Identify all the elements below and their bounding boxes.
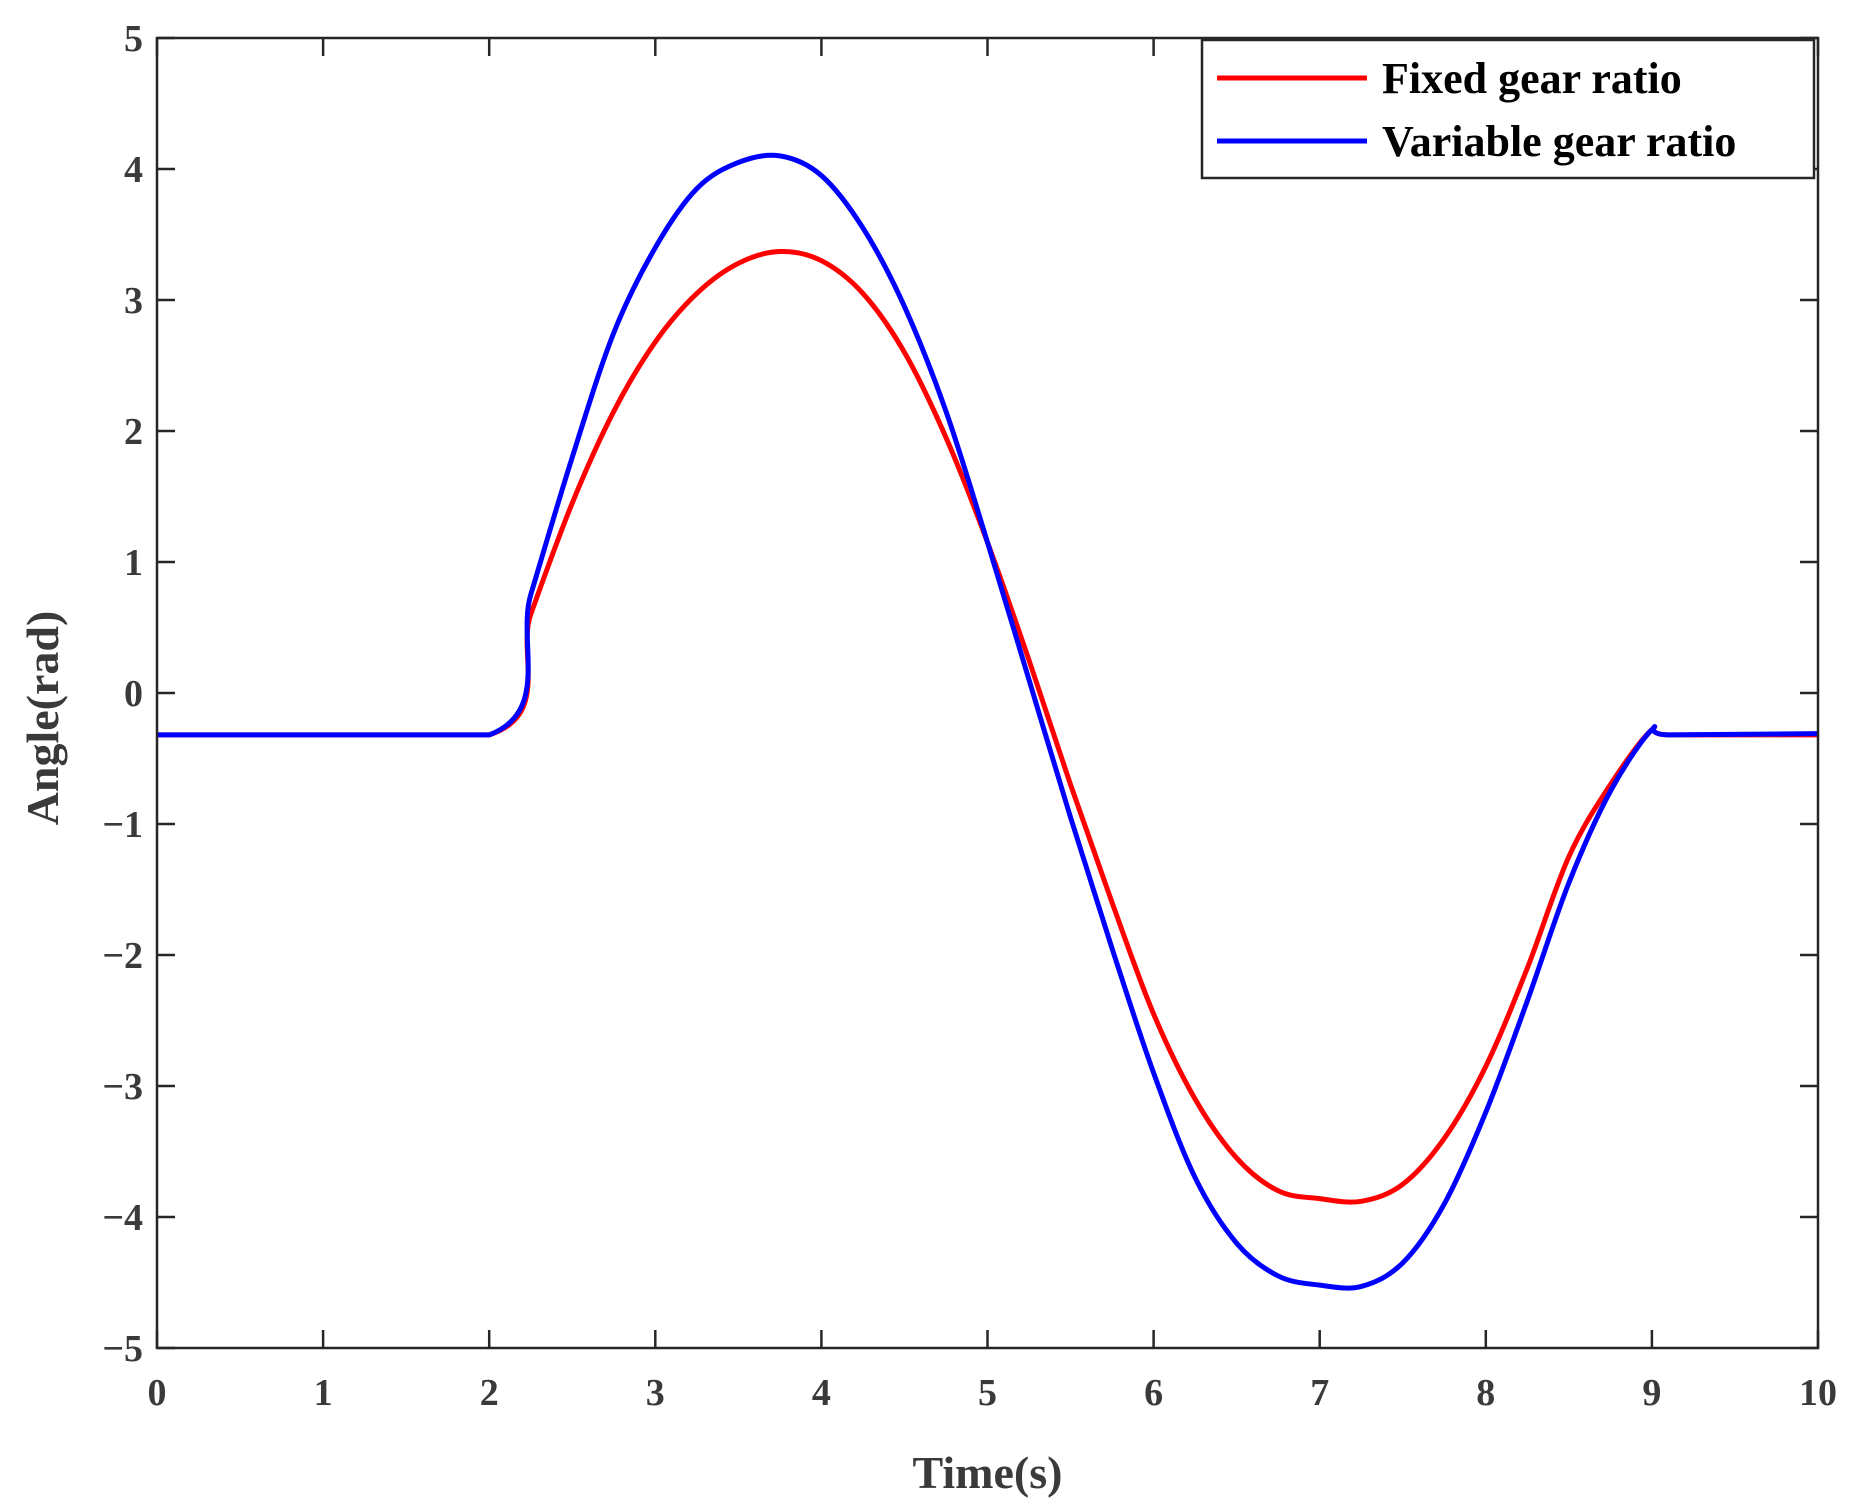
y-tick-label: −1 (102, 804, 143, 846)
x-tick-label: 6 (1144, 1372, 1163, 1414)
x-tick-label: 7 (1310, 1372, 1329, 1414)
x-axis-title: Time(s) (913, 1447, 1063, 1498)
y-tick-label: 0 (124, 673, 143, 715)
x-tick-label: 3 (646, 1372, 665, 1414)
legend-label-fixed-gear-ratio: Fixed gear ratio (1382, 54, 1682, 103)
y-tick-label: 5 (124, 18, 143, 60)
y-tick-label: −4 (102, 1197, 143, 1239)
y-tick-label: 3 (124, 280, 143, 322)
series-line-variable-gear-ratio (157, 152, 1819, 1291)
x-tick-label: 8 (1476, 1372, 1495, 1414)
legend: Fixed gear ratio Variable gear ratio (1200, 38, 1816, 180)
legend-label-variable-gear-ratio: Variable gear ratio (1382, 117, 1736, 166)
x-tick-label: 1 (314, 1372, 333, 1414)
y-tick-label: 1 (124, 542, 143, 584)
y-tick-label: −5 (102, 1328, 143, 1370)
y-axis-title: Angle(rad) (17, 611, 68, 826)
x-tick-label: 2 (480, 1372, 499, 1414)
y-tick-label: 2 (124, 411, 143, 453)
x-tick-label: 5 (978, 1372, 997, 1414)
plot-area (157, 152, 1819, 1291)
y-tick-label: 4 (124, 149, 143, 191)
x-tick-label: 0 (148, 1372, 167, 1414)
x-tick-label: 10 (1799, 1372, 1837, 1414)
series-line-fixed-gear-ratio (157, 249, 1818, 1205)
legend-box (1200, 38, 1816, 180)
x-tick-label: 9 (1642, 1372, 1661, 1414)
y-tick-label: −3 (102, 1066, 143, 1108)
x-tick-label: 4 (812, 1372, 831, 1414)
y-tick-label: −2 (102, 935, 143, 977)
